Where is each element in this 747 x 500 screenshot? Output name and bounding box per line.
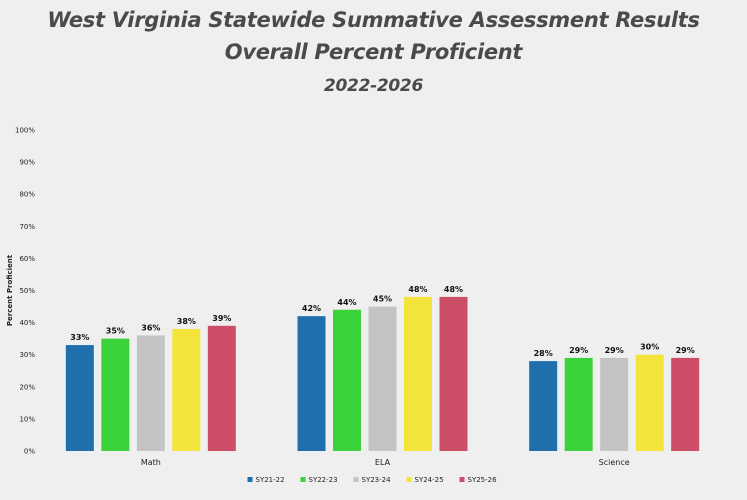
data-label: 35% [106,327,125,336]
chart-title: West Virginia Statewide Summative Assess… [47,8,700,32]
data-label: 45% [373,295,392,304]
data-label: 29% [676,346,695,355]
legend-label: SY25-26 [468,476,498,484]
legend-swatch [247,477,253,482]
legend-swatch [300,477,306,482]
y-tick-label: 20% [19,383,35,391]
data-label: 38% [177,317,196,326]
chart-subtitle: Overall Percent Proficient [224,40,523,64]
bar [65,345,94,451]
data-label: 28% [534,349,553,358]
bar [529,361,558,451]
y-tick-label: 0% [24,448,35,456]
y-axis-label: Percent Proficient [6,254,14,326]
bar [297,316,326,451]
data-label: 29% [569,346,588,355]
y-tick-label: 100% [15,127,35,135]
bar [671,357,700,451]
bar [136,335,165,451]
bar [368,306,397,451]
bar [207,325,236,451]
chart-year-range: 2022-2026 [324,76,423,96]
data-label: 33% [70,333,89,342]
legend-swatch [353,477,359,482]
data-label: 48% [408,285,427,294]
legend-label: SY22-23 [309,476,338,484]
x-category-label: Science [599,458,630,467]
bar [101,338,130,451]
x-category-label: Math [141,458,161,467]
legend-label: SY24-25 [415,476,444,484]
bar [600,357,629,451]
bar [564,357,593,451]
y-tick-label: 40% [19,319,35,327]
y-tick-label: 60% [19,255,35,263]
y-tick-label: 10% [19,415,35,423]
bar [404,296,432,451]
legend-swatch [459,477,465,482]
bar [172,329,201,451]
data-label: 44% [337,298,356,307]
y-tick-label: 80% [19,191,35,199]
data-label: 42% [302,304,321,313]
y-tick-label: 70% [19,223,35,231]
y-tick-label: 30% [19,351,35,359]
data-label: 48% [444,285,463,294]
x-category-label: ELA [375,458,391,467]
data-label: 39% [212,314,231,323]
legend-swatch [406,477,412,482]
data-label: 29% [605,346,624,355]
data-label: 36% [141,323,160,332]
legend-label: SY21-22 [256,476,285,484]
y-tick-label: 90% [19,159,35,167]
bar [635,354,664,451]
legend-label: SY23-24 [362,476,392,484]
y-tick-label: 50% [19,287,35,295]
bar [333,309,361,451]
bar [439,296,468,451]
data-label: 30% [640,343,659,352]
